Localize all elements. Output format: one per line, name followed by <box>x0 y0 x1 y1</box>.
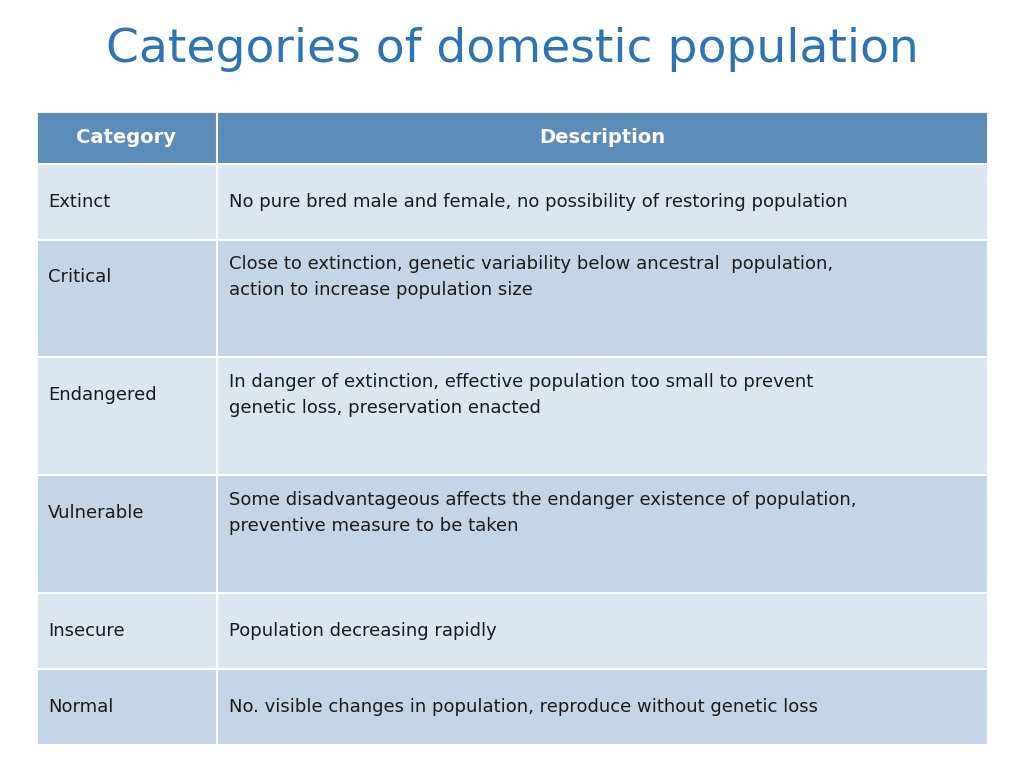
Text: Categories of domestic population: Categories of domestic population <box>105 28 919 72</box>
Text: Endangered: Endangered <box>48 386 157 404</box>
Text: Population decreasing rapidly: Population decreasing rapidly <box>229 622 497 640</box>
Bar <box>36 475 988 593</box>
Bar <box>36 164 988 240</box>
Text: In danger of extinction, effective population too small to prevent
genetic loss,: In danger of extinction, effective popul… <box>229 373 813 417</box>
Text: Close to extinction, genetic variability below ancestral  population,
action to : Close to extinction, genetic variability… <box>229 255 834 300</box>
Bar <box>36 593 988 669</box>
Text: Insecure: Insecure <box>48 622 125 640</box>
Bar <box>36 111 988 164</box>
Bar <box>36 669 988 745</box>
Text: Category: Category <box>77 128 176 147</box>
Text: No. visible changes in population, reproduce without genetic loss: No. visible changes in population, repro… <box>229 698 818 716</box>
Text: Description: Description <box>540 128 666 147</box>
Bar <box>36 111 988 745</box>
Text: Extinct: Extinct <box>48 193 111 210</box>
Bar <box>36 240 988 357</box>
Text: Vulnerable: Vulnerable <box>48 504 144 522</box>
Bar <box>36 357 988 475</box>
Text: Normal: Normal <box>48 698 114 716</box>
Text: Critical: Critical <box>48 268 112 286</box>
Text: No pure bred male and female, no possibility of restoring population: No pure bred male and female, no possibi… <box>229 193 848 210</box>
Text: Some disadvantageous affects the endanger existence of population,
preventive me: Some disadvantageous affects the endange… <box>229 491 856 535</box>
